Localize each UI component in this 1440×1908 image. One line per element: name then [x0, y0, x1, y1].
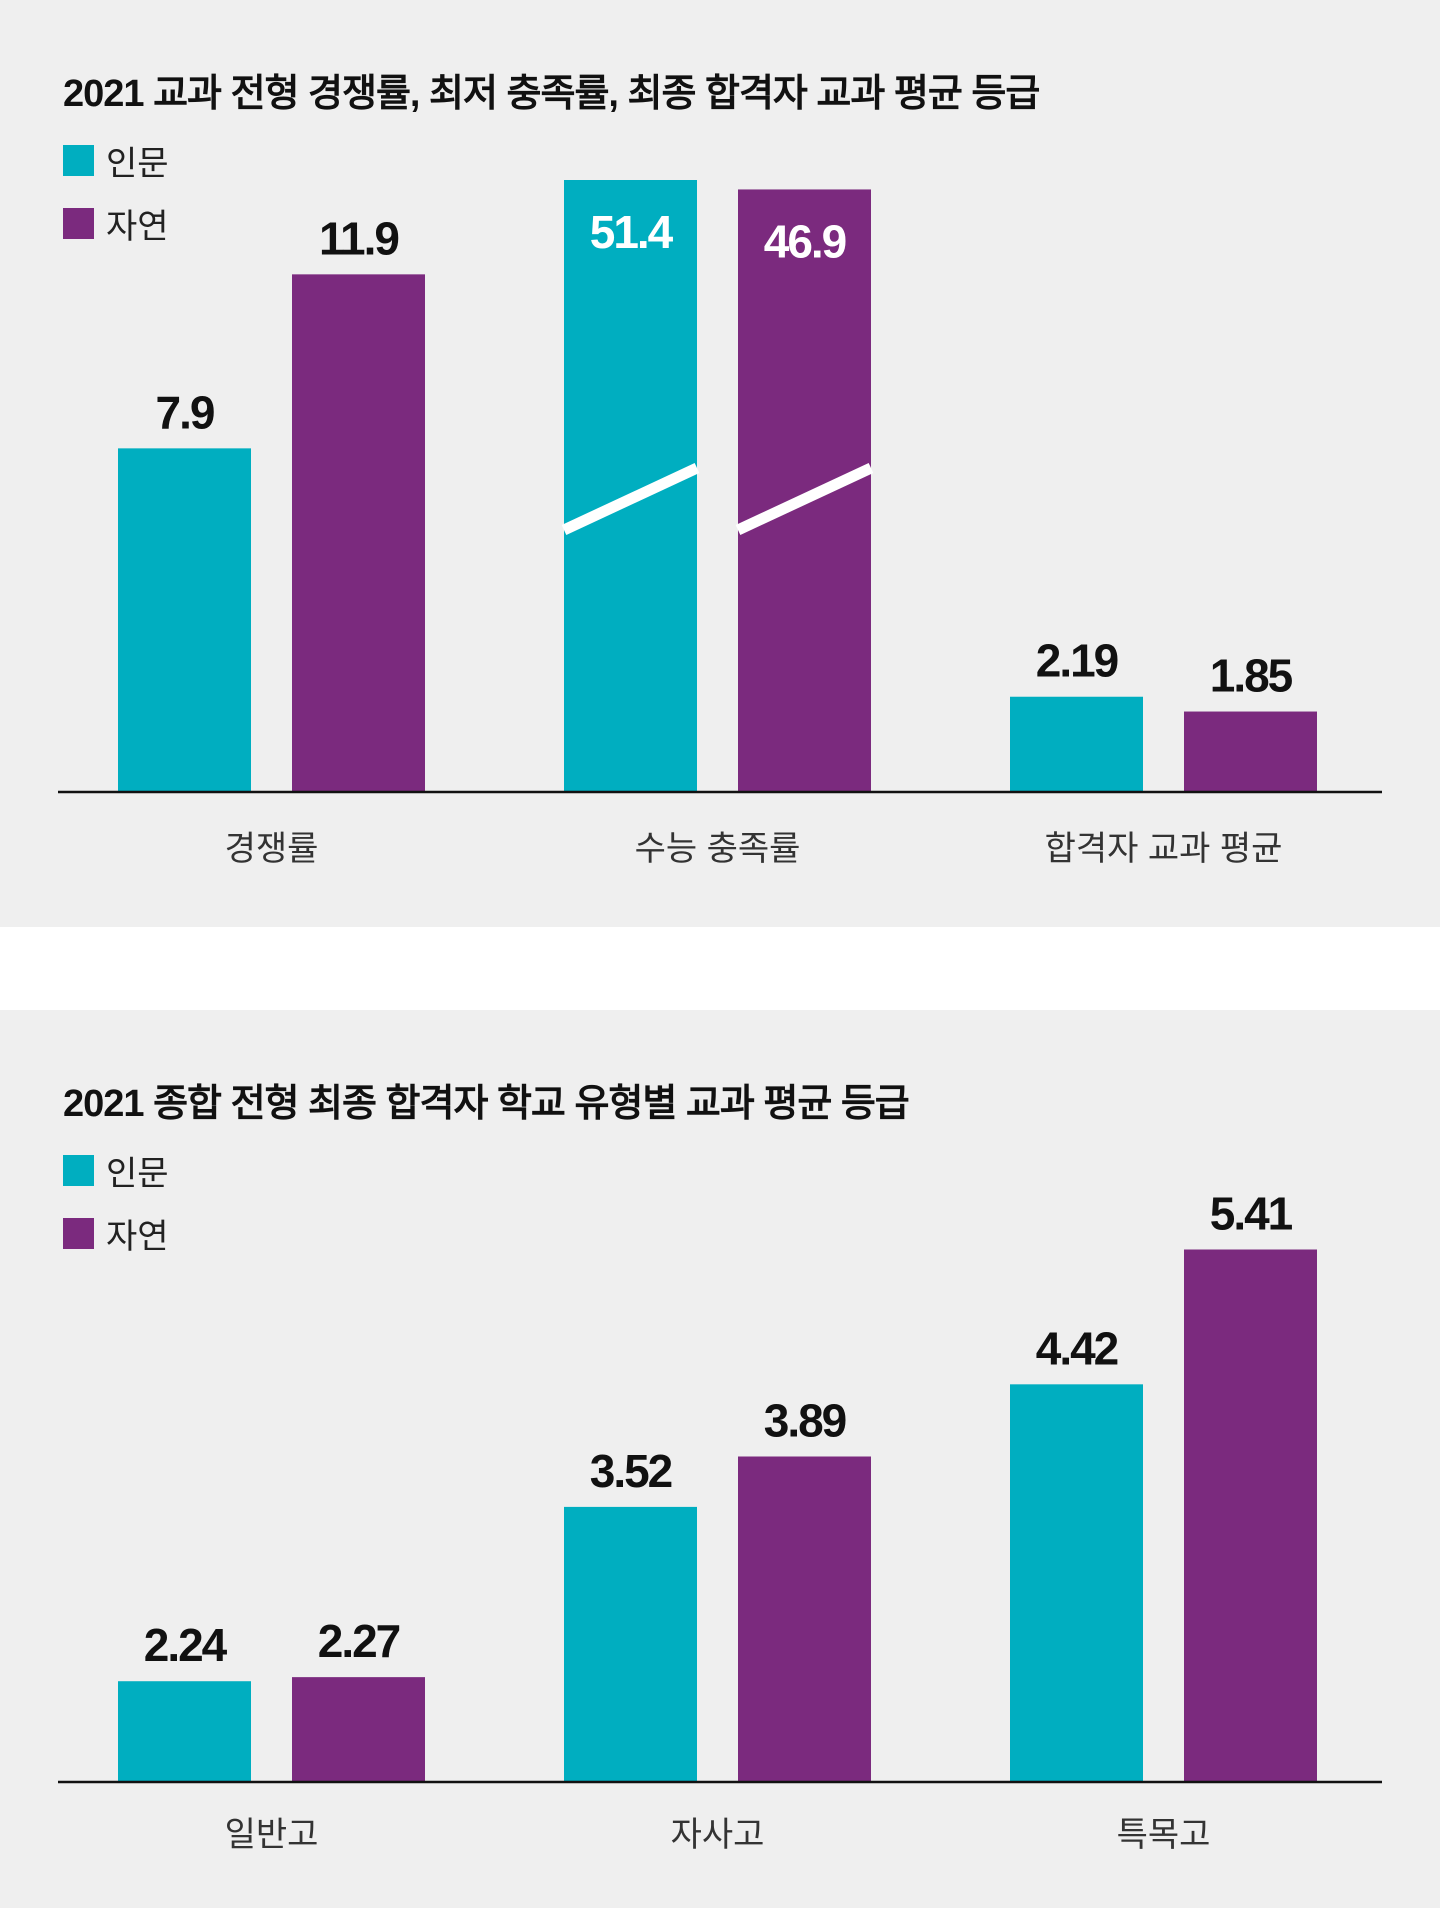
bar-value-label: 51.4 [590, 206, 674, 258]
bar-value-label: 7.9 [156, 386, 214, 438]
legend-label: 인문 [106, 1154, 169, 1193]
category-label: 수능 충족률 [635, 830, 801, 868]
chart-title: 2021 교과 전형 경쟁률, 최저 충족률, 최종 합격자 교과 평균 등급 [63, 73, 1040, 115]
bar-value-label: 2.27 [318, 1615, 400, 1667]
bar [118, 1681, 251, 1782]
legend-swatch [63, 1154, 94, 1186]
bar [738, 189, 871, 792]
legend-label: 자연 [106, 207, 169, 246]
chart-panel-bottom: 2021 종합 전형 최종 합격자 학교 유형별 교과 평균 등급 인문 자연 … [0, 1010, 1440, 1908]
bar-value-label: 1.85 [1210, 650, 1293, 702]
bar-value-label: 2.24 [144, 1619, 228, 1671]
chart-title: 2021 종합 전형 최종 합격자 학교 유형별 교과 평균 등급 [63, 1083, 910, 1125]
bar [564, 1506, 697, 1782]
bar [1184, 711, 1317, 792]
bar-value-label: 3.89 [764, 1395, 846, 1447]
category-label: 자사고 [671, 1816, 765, 1854]
legend-item-series-b: 자연 [63, 203, 169, 246]
bar [292, 274, 425, 793]
bar [1010, 696, 1143, 792]
legend-swatch [63, 1217, 94, 1249]
bar-value-label: 2.19 [1036, 635, 1118, 687]
legend-item-series-a: 인문 [63, 140, 169, 183]
category-label: 경쟁률 [225, 830, 319, 868]
legend-swatch [63, 144, 94, 176]
category-label: 일반고 [225, 1816, 319, 1854]
legend: 인문 자연 [63, 1150, 169, 1276]
legend: 인문 자연 [63, 140, 169, 266]
axis-break-mark [561, 463, 700, 535]
axis-break-mark [735, 463, 874, 535]
bar [118, 448, 251, 792]
legend-label: 자연 [106, 1217, 169, 1256]
bar-chart: 7.9 11.9 경쟁률 51.4 46.9 수능 충족률 2.19 1.85 합격자 교과 평… [58, 180, 1382, 868]
bar [1184, 1249, 1317, 1782]
bar-value-label: 4.42 [1036, 1322, 1118, 1374]
legend-item-series-b: 자연 [63, 1213, 169, 1256]
legend-label: 인문 [106, 144, 169, 183]
bar [292, 1677, 425, 1782]
bar-value-label: 46.9 [764, 215, 846, 267]
category-label: 합격자 교과 평균 [1045, 830, 1283, 868]
legend-item-series-a: 인문 [63, 1150, 169, 1193]
bar-value-label: 5.41 [1210, 1187, 1293, 1239]
legend-swatch [63, 207, 94, 239]
category-label: 특목고 [1117, 1816, 1211, 1854]
bar-value-label: 3.52 [590, 1445, 672, 1497]
bar-chart: 2.24 2.27 일반고 3.52 3.89 자사고 4.42 5.41 특목고 [58, 1187, 1382, 1854]
bar [564, 180, 697, 792]
bar [738, 1456, 871, 1782]
bar-value-label: 11.9 [319, 212, 398, 264]
chart-panel-top: 2021 교과 전형 경쟁률, 최저 충족률, 최종 합격자 교과 평균 등급 … [0, 0, 1440, 927]
bar [1010, 1384, 1143, 1782]
